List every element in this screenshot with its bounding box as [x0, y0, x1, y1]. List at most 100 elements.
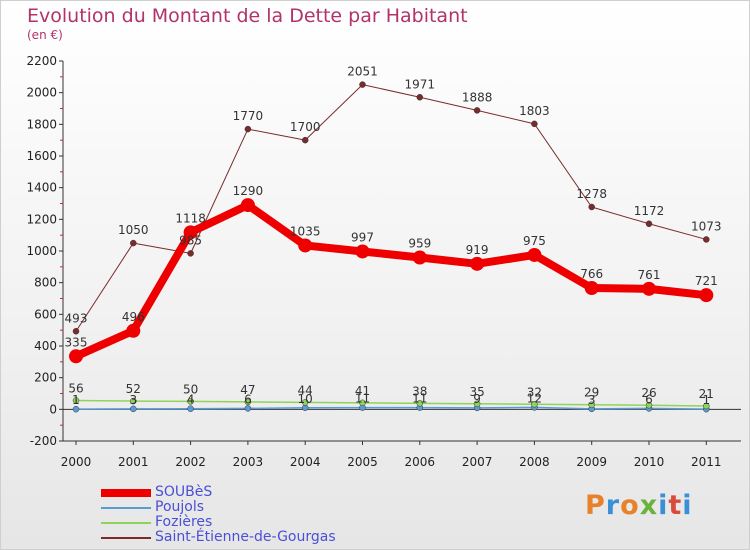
data-label: 29 — [584, 386, 599, 400]
x-tick-label: 2010 — [634, 455, 665, 469]
data-label: 1278 — [576, 187, 607, 201]
data-label: 1 — [702, 393, 710, 407]
x-tick-label: 2011 — [691, 455, 722, 469]
data-point — [298, 238, 313, 253]
data-label: 1888 — [462, 90, 493, 104]
data-point — [187, 405, 194, 412]
data-point — [527, 247, 542, 262]
x-tick-label: 2005 — [347, 455, 378, 469]
data-label: 997 — [351, 230, 374, 244]
data-point — [126, 323, 141, 338]
data-label: 41 — [355, 384, 370, 398]
data-point — [72, 397, 80, 404]
data-point — [183, 225, 198, 240]
data-label: 1118 — [175, 211, 206, 225]
data-point — [699, 288, 714, 303]
data-point — [72, 328, 80, 335]
series-line — [74, 201, 707, 360]
data-point — [187, 250, 194, 257]
y-tick-label: 0 — [49, 402, 57, 416]
data-point — [301, 399, 309, 406]
data-label: 26 — [641, 386, 656, 400]
legend-swatch — [101, 522, 151, 524]
x-tick-label: 2001 — [118, 455, 149, 469]
data-point — [130, 405, 137, 413]
data-point — [645, 401, 653, 409]
legend-swatch — [101, 537, 151, 539]
data-point — [359, 81, 366, 88]
y-tick-label: 400 — [34, 339, 57, 353]
data-label: 1 — [72, 393, 80, 407]
data-label: 959 — [408, 236, 431, 250]
chart-subtitle: (en €) — [27, 28, 63, 42]
data-point — [531, 120, 538, 128]
legend-label: Poujols — [155, 499, 205, 515]
data-label: 335 — [65, 335, 88, 349]
data-point — [244, 398, 252, 406]
data-label: 1700 — [290, 120, 321, 134]
chart-title: Evolution du Montant de la Dette par Hab… — [27, 5, 468, 27]
y-tick-label: 600 — [34, 307, 57, 321]
data-label: 2051 — [347, 65, 378, 79]
data-label: 38 — [412, 384, 427, 398]
data-label: 975 — [523, 234, 546, 248]
data-point — [416, 400, 424, 407]
data-label: 4 — [187, 393, 195, 407]
data-label: 12 — [527, 391, 542, 405]
data-label: 47 — [240, 383, 255, 397]
data-point — [473, 107, 481, 114]
x-tick-label: 2009 — [576, 455, 607, 469]
data-label: 44 — [298, 383, 313, 397]
data-label: 761 — [638, 268, 661, 282]
data-label: 1073 — [691, 219, 722, 233]
data-label: 56 — [68, 381, 83, 395]
data-point — [355, 244, 370, 259]
data-point — [412, 250, 427, 265]
data-label: 35 — [469, 385, 484, 399]
data-label: 919 — [466, 243, 489, 257]
data-label: 1803 — [519, 104, 550, 118]
legend-swatch — [101, 489, 151, 497]
proxiti-logo: Proxiti — [585, 490, 693, 521]
data-label: 9 — [473, 392, 481, 406]
data-label: 21 — [699, 387, 714, 401]
series-line — [75, 399, 707, 407]
data-point — [588, 401, 595, 408]
y-tick-label: 2000 — [26, 86, 57, 100]
data-label: 985 — [179, 233, 202, 247]
data-label: 10 — [298, 392, 313, 406]
x-tick-label: 2002 — [175, 455, 206, 469]
x-tick-label: 2008 — [519, 455, 550, 469]
data-point — [470, 256, 485, 271]
data-point — [703, 402, 710, 410]
data-label: 1290 — [233, 184, 264, 198]
data-point — [642, 281, 656, 296]
data-label: 721 — [695, 274, 718, 288]
data-point — [301, 136, 309, 144]
data-point — [584, 281, 599, 296]
data-label: 1172 — [634, 204, 665, 218]
legend-label: Fozières — [155, 514, 213, 530]
data-label: 1770 — [233, 109, 264, 123]
data-point — [531, 401, 538, 408]
y-tick-label: 1200 — [26, 212, 57, 226]
data-point — [588, 203, 595, 211]
data-point — [72, 405, 80, 413]
data-label: 50 — [183, 382, 198, 396]
data-label: 496 — [122, 310, 145, 324]
data-point — [645, 220, 653, 228]
data-label: 3 — [588, 393, 596, 407]
y-tick-label: 1600 — [26, 149, 57, 163]
y-tick-label: 1800 — [26, 117, 57, 131]
data-point — [240, 198, 255, 213]
series-line — [75, 406, 707, 410]
data-label: 52 — [126, 382, 141, 396]
y-tick-label: 200 — [34, 371, 57, 385]
data-label: 1050 — [118, 223, 149, 237]
data-label: 3 — [129, 393, 137, 407]
x-tick-label: 2003 — [233, 455, 264, 469]
data-label: 11 — [412, 392, 427, 406]
data-point — [130, 239, 137, 247]
